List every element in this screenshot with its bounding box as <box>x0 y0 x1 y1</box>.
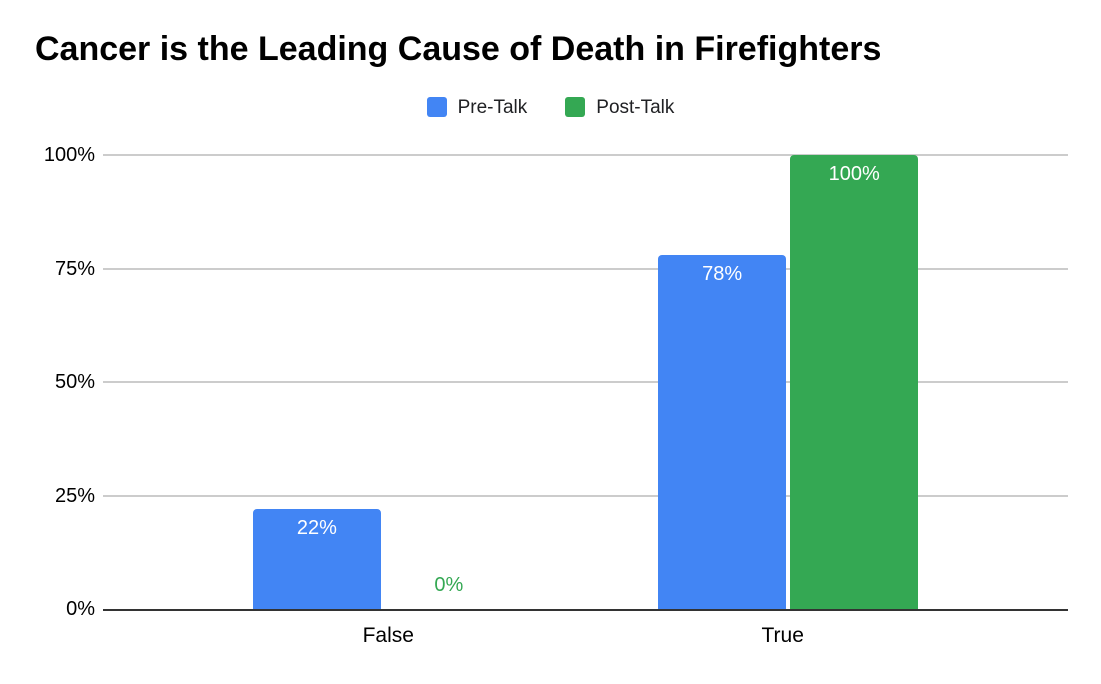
bar-groups: 22% 0% 78% 100% <box>103 155 1068 609</box>
bar-group-true: 78% 100% <box>586 155 991 609</box>
legend-swatch-icon <box>426 97 447 117</box>
bar-post-talk-true: 100% <box>790 155 919 609</box>
x-axis-label-false: False <box>362 624 414 647</box>
bar-pre-talk-true: 78% <box>658 254 787 609</box>
bar-value-label: 78% <box>702 262 743 285</box>
gridline <box>103 154 1068 156</box>
y-tick-label: 0% <box>66 598 95 620</box>
y-tick-label: 50% <box>54 371 95 393</box>
legend-item-pre-talk: Pre-Talk <box>426 96 528 118</box>
y-tick-label: 75% <box>54 257 95 280</box>
chart-title: Cancer is the Leading Cause of Death in … <box>35 30 882 68</box>
gridline <box>103 381 1068 383</box>
gridline <box>103 494 1068 497</box>
bar-value-label: 0% <box>434 574 464 596</box>
bar-group-false: 22% 0% <box>180 155 585 609</box>
y-tick-label: 100% <box>43 144 95 166</box>
legend-label: Pre-Talk <box>457 96 528 118</box>
bar-value-label: 100% <box>828 163 880 185</box>
x-axis-labels: False True <box>103 623 1068 648</box>
y-tick-label: 25% <box>54 484 95 507</box>
gridline <box>103 267 1068 270</box>
legend-swatch-icon <box>565 97 586 117</box>
legend-label: Post-Talk <box>596 96 675 118</box>
bar-pre-talk-false: 22% <box>252 509 381 609</box>
legend: Pre-Talk Post-Talk <box>0 95 1101 119</box>
legend-item-post-talk: Post-Talk <box>565 97 674 117</box>
x-axis-label-true: True <box>761 624 804 647</box>
bar-value-label: 22% <box>296 517 337 540</box>
y-axis-labels: 0% 25% 50% 75% 100% <box>0 145 95 619</box>
plot-area: 22% 0% 78% 100% <box>103 154 1068 611</box>
